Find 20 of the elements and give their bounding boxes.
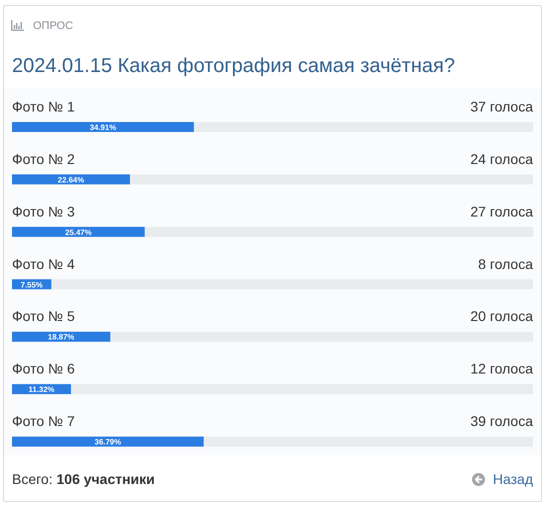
text: Всего: 106 участники: [12, 471, 155, 487]
annotation: 27 голоса: [470, 203, 534, 220]
bar: [12, 174, 130, 184]
annotation: 37 голоса: [470, 98, 534, 114]
chart-subtitle: ОПРОС: [33, 20, 74, 32]
y-tick-label: Фото № 1: [12, 98, 75, 114]
y-tick-label: Фото № 6: [12, 360, 75, 377]
chart-title: 2024.01.15 Какая фотография самая зачётная?: [12, 55, 455, 77]
y-tick-label: Фото № 3: [12, 203, 75, 220]
y-tick-label: Фото № 7: [12, 413, 75, 430]
annotation: 24 голоса: [470, 150, 534, 167]
y-tick-label: Фото № 4: [12, 256, 75, 272]
bar: [12, 332, 110, 342]
annotation: 20 голоса: [470, 308, 534, 324]
text: Назад: [492, 470, 533, 488]
annotation: 8 голоса: [478, 256, 534, 272]
annotation: 39 голоса: [470, 413, 534, 430]
annotation: 12 голоса: [470, 360, 534, 377]
y-tick-label: Фото № 5: [12, 308, 75, 324]
y-tick-label: Фото № 2: [12, 150, 75, 167]
